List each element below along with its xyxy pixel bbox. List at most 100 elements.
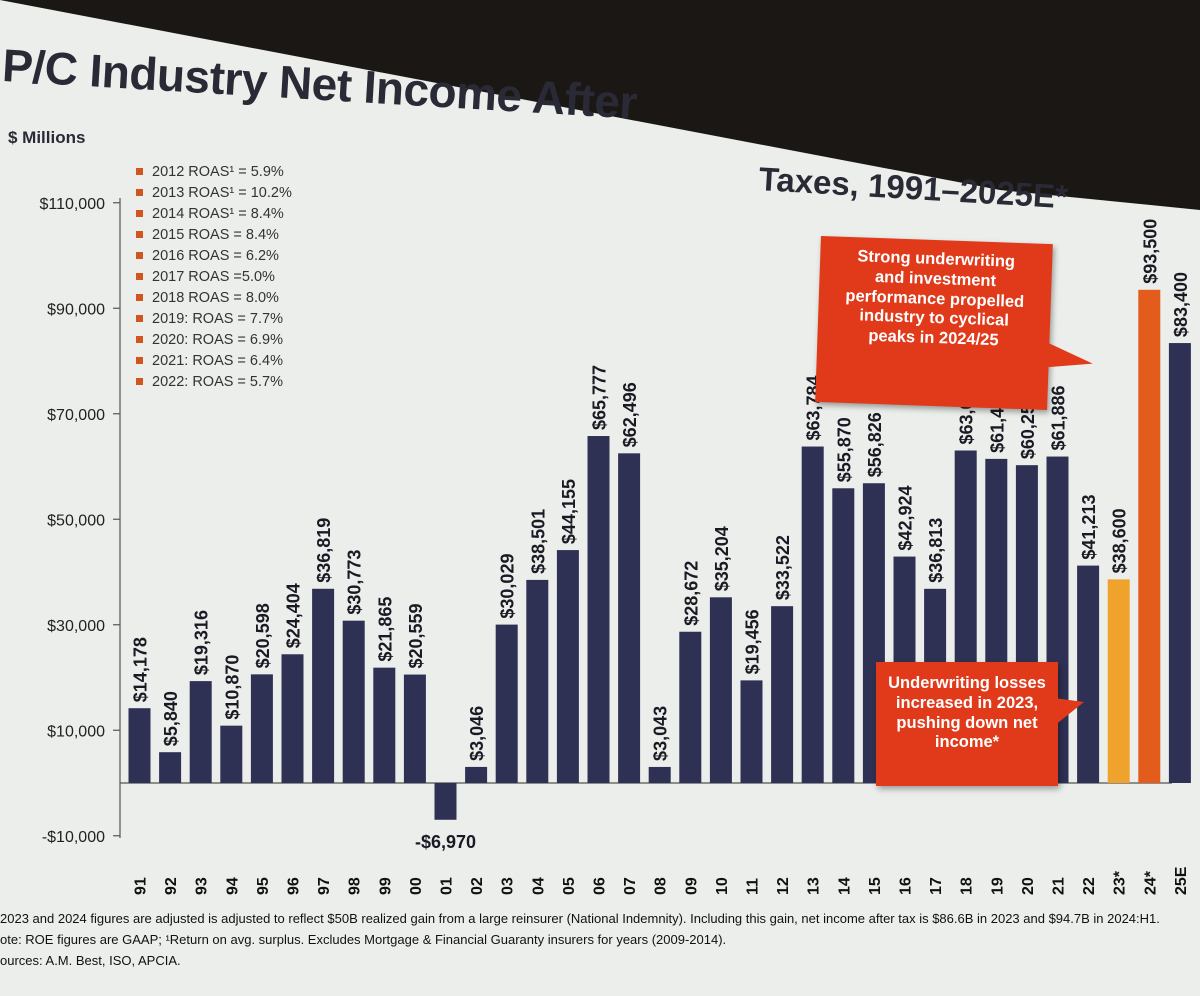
- bar-10: [709, 597, 732, 783]
- data-label: $36,819: [314, 518, 334, 583]
- legend-item: 2022: ROAS = 5.7%: [136, 372, 292, 393]
- roas-legend: 2012 ROAS¹ = 5.9% 2013 ROAS¹ = 10.2% 2014 …: [136, 162, 292, 393]
- x-tick-label: 01: [439, 877, 456, 895]
- legend-marker-icon: [136, 294, 143, 301]
- data-label: $36,813: [926, 518, 946, 583]
- data-label: $60,251: [1018, 394, 1038, 459]
- footnotes: 2023 and 2024 figures are adjusted is ad…: [0, 908, 1200, 971]
- callout-underwriting-losses: Underwriting losses increased in 2023, p…: [876, 662, 1084, 786]
- data-label: $61,886: [1049, 385, 1069, 450]
- callout-strong-underwriting: Strong underwriting and investment perfo…: [815, 236, 1094, 410]
- y-tick-label: $90,000: [47, 301, 105, 318]
- bar-02: [465, 766, 488, 783]
- x-tick-label: 07: [622, 877, 639, 895]
- y-tick-label: $70,000: [47, 407, 105, 424]
- data-label: $5,840: [161, 691, 181, 746]
- bar-09: [679, 631, 702, 783]
- x-tick-label: 17: [928, 877, 945, 895]
- data-label: $19,456: [743, 609, 763, 674]
- bar-14: [832, 488, 855, 783]
- footnote-note: ote: ROE figures are GAAP; ¹Return on av…: [0, 932, 727, 947]
- bar-95: [250, 674, 273, 783]
- data-label: $38,600: [1110, 508, 1130, 573]
- bar-97: [312, 588, 335, 783]
- x-tick-label: 15: [867, 877, 884, 895]
- bar-07: [618, 453, 641, 783]
- x-tick-label: 11: [745, 878, 762, 895]
- legend-marker-icon: [136, 189, 143, 196]
- bar-24est: [1138, 289, 1161, 783]
- legend-marker-icon: [136, 357, 143, 364]
- data-label: $38,501: [528, 509, 548, 574]
- x-tick-label: 04: [530, 877, 547, 895]
- footnote-sources: ources: A.M. Best, ISO, APCIA.: [0, 953, 181, 968]
- legend-item: 2018 ROAS = 8.0%: [136, 288, 292, 309]
- x-tick-label: 92: [163, 877, 180, 895]
- data-label: $30,029: [498, 554, 518, 619]
- data-label: $20,559: [406, 603, 426, 668]
- x-tick-label: 16: [898, 877, 915, 895]
- bar-00: [403, 674, 426, 783]
- data-label: $33,522: [773, 535, 793, 600]
- data-label: $10,870: [222, 655, 242, 720]
- bar-25E: [1168, 343, 1191, 783]
- data-label: -$6,970: [415, 832, 476, 852]
- bar-93: [189, 681, 212, 783]
- bar-91: [128, 708, 151, 783]
- legend-marker-icon: [136, 231, 143, 238]
- legend-marker-icon: [136, 252, 143, 259]
- legend-marker-icon: [136, 210, 143, 217]
- x-tick-label: 93: [194, 877, 211, 895]
- data-label: $44,155: [559, 479, 579, 544]
- bar-99: [373, 667, 396, 783]
- legend-text: 2018 ROAS = 8.0%: [152, 290, 279, 306]
- data-label: $35,204: [712, 526, 732, 591]
- x-tick-label: 94: [224, 877, 241, 895]
- bar-22: [1077, 565, 1100, 783]
- x-tick-label: 03: [500, 877, 517, 895]
- x-tick-label: 10: [714, 877, 731, 895]
- bar-08: [648, 766, 671, 783]
- data-label: $42,924: [896, 485, 916, 550]
- bar-12: [771, 606, 794, 783]
- legend-marker-icon: [136, 315, 143, 322]
- data-label: $24,404: [284, 583, 304, 648]
- x-tick-label: 20: [1020, 877, 1037, 895]
- legend-marker-icon: [136, 378, 143, 385]
- data-label: $20,598: [253, 603, 273, 668]
- y-tick-label: -$10,000: [42, 829, 105, 846]
- x-tick-label: 14: [836, 877, 853, 895]
- data-label: $14,178: [131, 637, 151, 702]
- legend-item: 2013 ROAS¹ = 10.2%: [136, 183, 292, 204]
- y-tick-label: $50,000: [47, 512, 105, 529]
- legend-item: 2012 ROAS¹ = 5.9%: [136, 162, 292, 183]
- data-label: $65,777: [590, 365, 610, 430]
- bar-98: [342, 620, 365, 783]
- x-tick-label: 98: [347, 877, 364, 895]
- bar-03: [495, 624, 518, 783]
- bar-94: [220, 725, 243, 783]
- x-tick-label: 06: [592, 877, 609, 895]
- x-tick-label: 12: [775, 877, 792, 895]
- legend-text: 2016 ROAS = 6.2%: [152, 248, 279, 264]
- legend-text: 2019: ROAS = 7.7%: [152, 311, 283, 327]
- legend-text: 2013 ROAS¹ = 10.2%: [152, 185, 292, 201]
- x-tick-label: 00: [408, 877, 425, 895]
- x-tick-label: 19: [989, 877, 1006, 895]
- legend-text: 2021: ROAS = 6.4%: [152, 353, 283, 369]
- legend-item: 2017 ROAS =5.0%: [136, 267, 292, 288]
- y-tick-label: $110,000: [39, 196, 105, 213]
- legend-item: 2019: ROAS = 7.7%: [136, 309, 292, 330]
- callout-bottom-line: Underwriting losses: [888, 674, 1046, 692]
- x-tick-label: 09: [683, 877, 700, 895]
- legend-text: 2015 ROAS = 8.4%: [152, 227, 279, 243]
- x-tick-label: 02: [469, 877, 486, 895]
- data-label: $62,496: [620, 382, 640, 447]
- x-tick-label: 21: [1051, 877, 1068, 895]
- legend-text: 2012 ROAS¹ = 5.9%: [152, 164, 284, 180]
- legend-item: 2016 ROAS = 6.2%: [136, 246, 292, 267]
- x-tick-label: 97: [316, 877, 333, 895]
- bar-04: [526, 579, 549, 783]
- y-tick-label: $30,000: [47, 618, 105, 635]
